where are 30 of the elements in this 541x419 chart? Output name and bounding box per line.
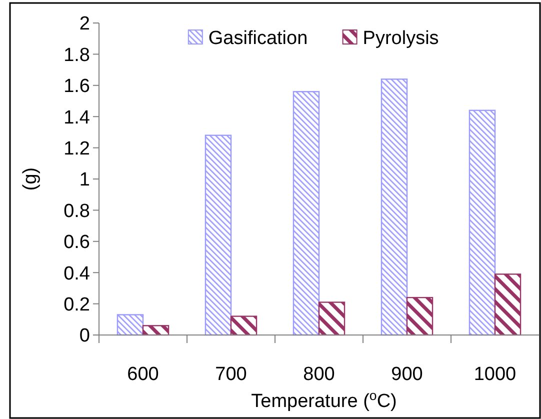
x-tick-label: 800	[303, 364, 335, 385]
y-tick-label: 1	[79, 170, 90, 191]
y-tick-label: 0.8	[64, 200, 90, 222]
bar	[142, 325, 170, 336]
y-tick-label: 2	[79, 14, 90, 35]
y-tick-label: 0.4	[64, 263, 90, 284]
y-tick-label: 0	[79, 326, 90, 347]
bar	[468, 110, 496, 336]
y-tick-label: 1.8	[64, 44, 90, 66]
bar	[292, 91, 320, 336]
x-axis-title: Temperature ($^{o}$C)	[251, 388, 397, 412]
legend-label: Gasification	[208, 28, 308, 49]
bar	[318, 302, 346, 336]
bar	[380, 78, 408, 336]
x-tick-label: 1000	[474, 364, 516, 385]
y-tick-label: 1.4	[64, 107, 90, 128]
y-tick-label: 0.6	[64, 232, 90, 254]
x-tick-label: 700	[215, 364, 247, 385]
y-tick-label: 0.2	[64, 294, 90, 316]
bar	[204, 134, 232, 336]
bar	[406, 296, 434, 336]
bar	[116, 314, 144, 336]
bar	[230, 316, 258, 336]
legend-label: Pyrolysis	[362, 28, 439, 49]
y-tick-label: 1.6	[64, 76, 90, 98]
y-tick-label: 1.2	[64, 138, 90, 160]
bar	[494, 274, 522, 336]
x-tick-label: 600	[127, 364, 159, 385]
x-tick-label: 900	[391, 364, 423, 385]
y-axis-title: (g)	[20, 167, 41, 191]
